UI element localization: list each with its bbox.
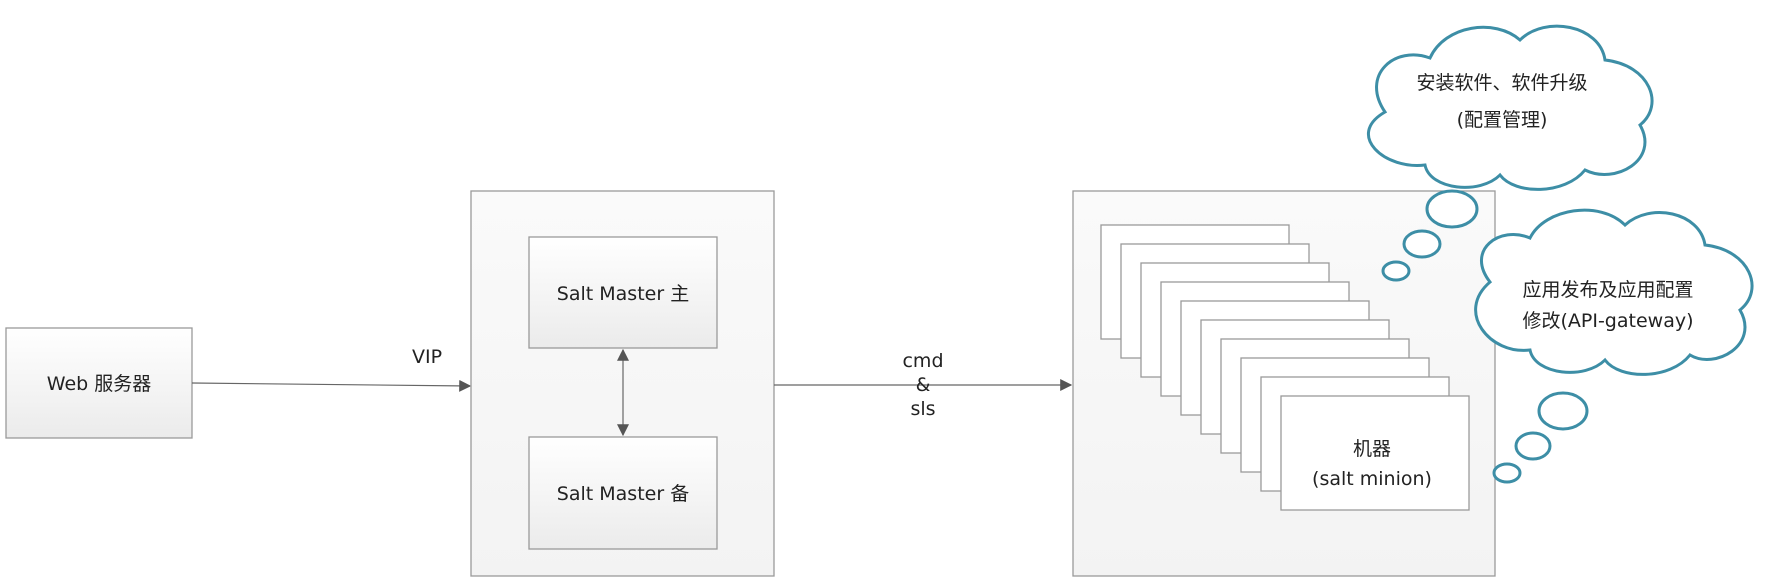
salt-master-primary-node <box>528 236 718 349</box>
config-cloud-line1: 安装软件、软件升级 <box>1416 72 1587 94</box>
config-cloud-line2: (配置管理) <box>1457 109 1548 131</box>
thought-bubble-medium <box>1514 431 1552 461</box>
vip-edge: VIP <box>191 346 472 392</box>
salt-master-backup-label: Salt Master 备 <box>557 483 689 505</box>
salt-master-primary-label: Salt Master 主 <box>557 283 689 305</box>
thought-bubble-large <box>1537 391 1589 431</box>
deploy-cloud-line1: 应用发布及应用配置 <box>1522 279 1693 301</box>
deploy-cloud-line2: 修改(API-gateway) <box>1522 310 1693 332</box>
minion-machine-card <box>1280 395 1470 511</box>
sls-label: sls <box>910 398 935 420</box>
thought-bubble-small <box>1381 260 1411 282</box>
cmd-sls-edge: cmd & sls <box>774 350 1073 420</box>
vip-label: VIP <box>412 346 442 368</box>
web-server-label: Web 服务器 <box>47 373 151 395</box>
ampersand-label: & <box>916 374 931 396</box>
minion-label: 机器 <box>1353 438 1391 460</box>
thought-bubble-large <box>1425 189 1479 229</box>
web-server-node: Web 服务器 <box>5 327 193 439</box>
deploy-cloud: 应用发布及应用配置 修改(API-gateway) <box>1474 208 1754 484</box>
salt-master-backup-node <box>528 436 718 550</box>
thought-bubble-medium <box>1402 229 1442 259</box>
minion-sublabel: (salt minion) <box>1312 468 1432 490</box>
salt-master-group: Salt Master 主 Salt Master 备 <box>470 190 775 577</box>
config-management-cloud: 安装软件、软件升级 (配置管理) <box>1367 24 1654 282</box>
cmd-label: cmd <box>902 350 943 372</box>
minion-machine-stack <box>1100 224 1470 511</box>
thought-bubble-small <box>1492 462 1522 484</box>
